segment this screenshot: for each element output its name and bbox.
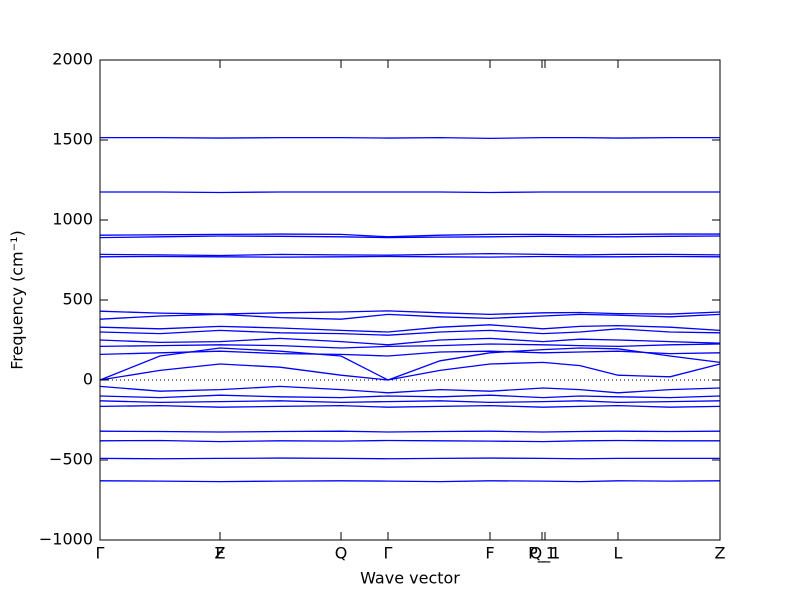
y-tick-label: 500 xyxy=(62,290,93,309)
band-line xyxy=(99,235,721,239)
y-tick-label: 2000 xyxy=(52,50,93,69)
band-line xyxy=(99,252,721,257)
x-tick-label: Γ xyxy=(96,544,105,563)
x-tick-label: P_1 xyxy=(528,544,556,564)
x-tick-label: Z xyxy=(715,544,726,563)
x-tick-label: F xyxy=(215,544,224,563)
y-tick-label: 0 xyxy=(83,370,93,389)
band-line xyxy=(99,439,720,443)
x-tick-label: Γ xyxy=(384,544,393,563)
band-line xyxy=(99,480,721,483)
band-line xyxy=(99,324,721,333)
x-axis-label: Wave vector xyxy=(360,569,460,588)
band-line xyxy=(99,404,721,408)
band-line xyxy=(99,400,721,404)
band-line xyxy=(100,136,720,140)
x-tick-label: Q xyxy=(335,544,348,563)
band-line xyxy=(99,430,721,433)
band-line xyxy=(99,328,721,336)
y-tick-label: 1000 xyxy=(52,210,93,229)
band-line xyxy=(99,350,721,357)
band-line xyxy=(99,394,721,399)
band-line xyxy=(99,385,721,394)
x-tick-label: Z xyxy=(215,544,226,563)
band-line xyxy=(99,361,721,381)
band-line xyxy=(99,337,721,346)
band-line xyxy=(99,233,720,238)
band-line xyxy=(99,343,721,349)
y-tick-label: −1000 xyxy=(39,530,93,549)
x-tick-label: L xyxy=(614,544,623,563)
y-axis-label: Frequency (cm⁻¹) xyxy=(8,230,27,369)
band-line xyxy=(99,457,720,460)
band-line xyxy=(99,347,721,381)
band-line xyxy=(99,313,721,320)
x-tick-label: Q_1 xyxy=(530,544,561,564)
y-tick-label: 1500 xyxy=(52,130,93,149)
x-tick-label: F xyxy=(485,544,494,563)
band-line xyxy=(99,255,721,258)
y-tick-label: −500 xyxy=(49,450,93,469)
